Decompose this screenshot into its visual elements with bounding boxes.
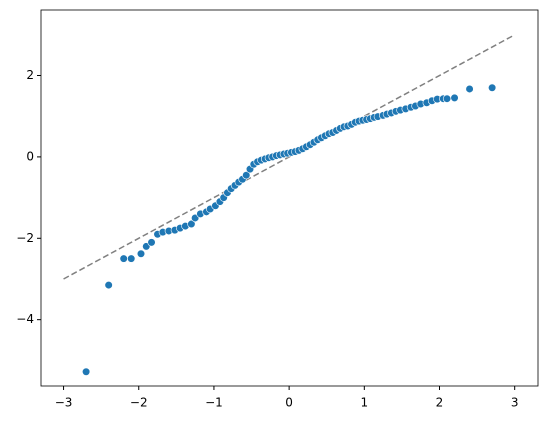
x-tick-label: −3 bbox=[55, 396, 73, 410]
x-tick-label: −2 bbox=[130, 396, 148, 410]
point bbox=[242, 171, 251, 180]
point bbox=[127, 254, 136, 263]
plot-frame bbox=[40, 9, 539, 387]
point bbox=[488, 83, 497, 92]
x-tick-label: 0 bbox=[285, 396, 293, 410]
x-tick-label: 3 bbox=[511, 396, 519, 410]
point bbox=[465, 84, 474, 94]
point bbox=[442, 94, 452, 103]
point bbox=[104, 280, 113, 290]
y-tick-label: 2 bbox=[26, 68, 34, 82]
y-tick-label: −4 bbox=[16, 312, 34, 326]
point bbox=[187, 219, 196, 229]
x-tick-label: 1 bbox=[360, 396, 368, 410]
point bbox=[82, 367, 91, 376]
point bbox=[136, 249, 146, 258]
y-tick-label: 0 bbox=[26, 149, 34, 163]
point bbox=[450, 93, 459, 102]
x-tick-label: 2 bbox=[436, 396, 444, 410]
x-tick-label: −1 bbox=[205, 396, 223, 410]
y-tick-label: −2 bbox=[16, 231, 34, 245]
point bbox=[147, 238, 156, 247]
point bbox=[119, 254, 128, 263]
